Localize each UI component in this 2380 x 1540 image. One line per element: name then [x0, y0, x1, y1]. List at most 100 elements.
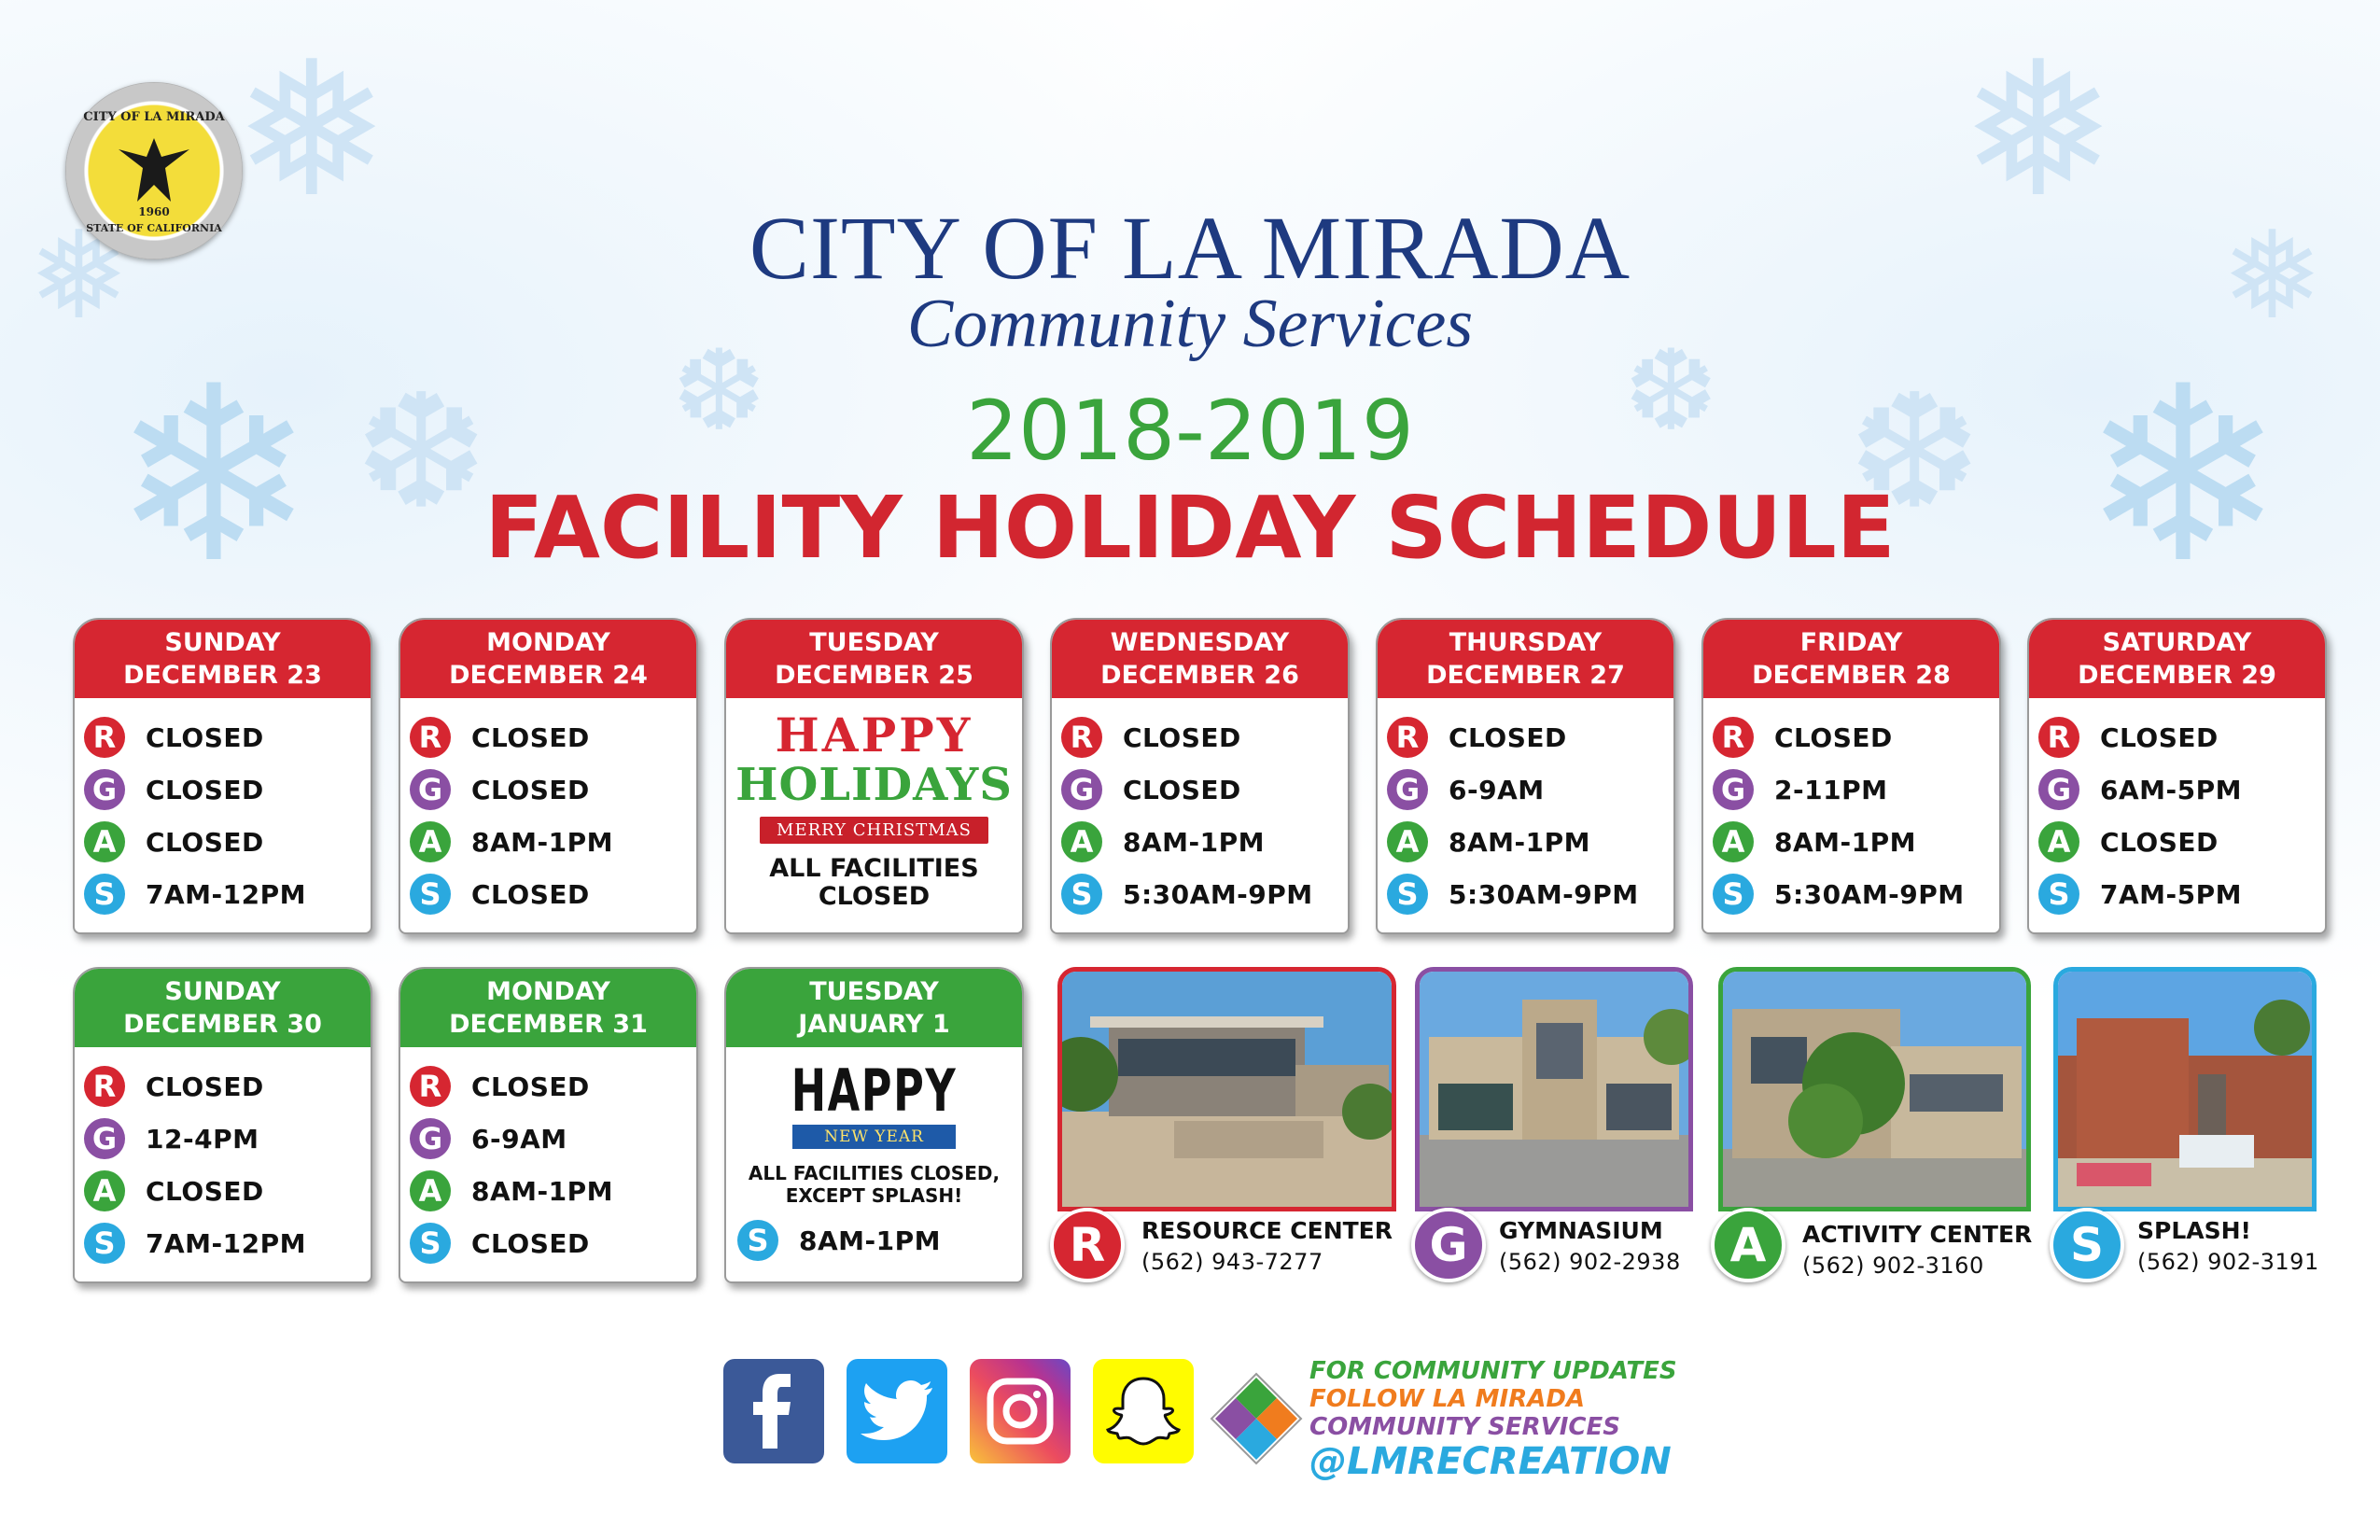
follow-line-2: FOLLOW LA MIRADA	[1309, 1385, 1586, 1413]
closed-notice: ALL FACILITIES CLOSED, EXCEPT SPLASH!	[748, 1162, 1001, 1207]
resource-center-badge: R	[410, 1066, 451, 1107]
day-name: SUNDAY	[164, 977, 281, 1006]
activity-hours: 8AM-1PM	[471, 1175, 614, 1207]
activity-hours: CLOSED	[146, 826, 264, 858]
activity-center-badge: A	[1711, 1208, 1785, 1282]
activity-hours: CLOSED	[146, 1175, 264, 1207]
gymnasium-hours: 6-9AM	[471, 1123, 567, 1155]
day-date: DECEMBER 27	[1426, 661, 1625, 690]
activity-center-badge: A	[2038, 821, 2079, 862]
seal-bottom-text: STATE OF CALIFORNIA	[86, 222, 222, 234]
schedule-years: 2018-2019	[966, 383, 1414, 479]
day-name: MONDAY	[486, 628, 610, 657]
gymnasium-hours: CLOSED	[471, 774, 590, 805]
resource-hours: CLOSED	[2100, 721, 2219, 753]
resource-center-badge: R	[1713, 717, 1754, 758]
day-card-new-year: TUESDAY JANUARY 1 HAPPY NEW YEAR ALL FACI…	[724, 967, 1024, 1283]
splash-hours: CLOSED	[471, 1227, 590, 1259]
snowflake-icon: ❅	[233, 21, 390, 239]
resource-hours: CLOSED	[471, 1071, 590, 1102]
activity-hours: 8AM-1PM	[1774, 826, 1917, 858]
gymnasium-badge: G	[410, 1118, 451, 1159]
gymnasium-hours: 6-9AM	[1449, 774, 1545, 805]
facility-phone: (562) 902-3191	[2137, 1249, 2319, 1275]
splash-hours: 5:30AM-9PM	[1449, 878, 1639, 910]
facility-name: ACTIVITY CENTER	[1802, 1221, 2033, 1248]
resource-center-badge: R	[1387, 717, 1428, 758]
gymnasium-badge: G	[1061, 769, 1102, 810]
activity-hours: 8AM-1PM	[1123, 826, 1266, 858]
facility-name: SPLASH!	[2137, 1217, 2251, 1244]
resource-hours: CLOSED	[146, 721, 264, 753]
day-date: DECEMBER 24	[449, 661, 648, 690]
splash-hours: 5:30AM-9PM	[1123, 878, 1313, 910]
splash-badge: S	[84, 874, 125, 915]
facility-resource-center: R RESOURCE CENTER (562) 943-7277	[1050, 967, 1403, 1284]
day-date: DECEMBER 29	[2078, 661, 2276, 690]
splash-badge: S	[410, 1223, 451, 1264]
snapchat-icon[interactable]	[1093, 1359, 1194, 1463]
day-name: WEDNESDAY	[1110, 628, 1290, 657]
gymnasium-hours: 6AM-5PM	[2100, 774, 2243, 805]
facility-name: RESOURCE CENTER	[1141, 1217, 1393, 1244]
day-card: WEDNESDAY DECEMBER 26 R CLOSED G CLOSED A 8A…	[1050, 618, 1350, 934]
facility-phone: (562) 943-7277	[1141, 1249, 1323, 1275]
splash-hours: 7AM-12PM	[146, 878, 306, 910]
day-card: MONDAY DECEMBER 31 R CLOSED G 6-9AM A 8AM-1P…	[399, 967, 698, 1283]
seal-year: 1960	[138, 205, 170, 218]
activity-center-badge: A	[1387, 821, 1428, 862]
snowflake-icon: ❅	[2221, 204, 2323, 346]
facility-gymnasium: G GYMNASIUM (562) 902-2938	[1411, 967, 1695, 1284]
day-card: SUNDAY DECEMBER 30 R CLOSED G 12-4PM A CLOSE…	[73, 967, 372, 1283]
day-date: DECEMBER 26	[1100, 661, 1299, 690]
facility-phone: (562) 902-3160	[1802, 1253, 1984, 1279]
activity-center-badge: A	[1061, 821, 1102, 862]
activity-center-badge: A	[1713, 821, 1754, 862]
twitter-icon[interactable]	[847, 1359, 947, 1463]
resource-hours: CLOSED	[1774, 721, 1893, 753]
gymnasium-photo	[1415, 967, 1693, 1211]
splash-badge: S	[410, 874, 451, 915]
splash-badge: S	[1387, 874, 1428, 915]
day-name: FRIDAY	[1799, 628, 1903, 657]
seal-top-text: CITY OF LA MIRADA	[83, 110, 225, 124]
day-date: DECEMBER 23	[123, 661, 322, 690]
gymnasium-badge: G	[410, 769, 451, 810]
resource-hours: CLOSED	[1123, 721, 1241, 753]
day-card-christmas: TUESDAY DECEMBER 25 HAPPY HOLIDAYS MERRY …	[724, 618, 1024, 934]
day-date: DECEMBER 31	[449, 1010, 648, 1039]
snowflake-icon: ❆	[672, 327, 766, 456]
activity-center-badge: A	[84, 1170, 125, 1211]
activity-hours: 8AM-1PM	[471, 826, 614, 858]
happy-text: HAPPY	[775, 707, 973, 763]
resource-center-badge: R	[1061, 717, 1102, 758]
snowflake-icon: ❆	[1624, 327, 1718, 456]
day-date: DECEMBER 30	[123, 1010, 322, 1039]
city-seal-logo: CITY OF LA MIRADA 1960 STATE OF CALIFORN…	[65, 82, 243, 259]
facility-name: GYMNASIUM	[1499, 1217, 1663, 1244]
activity-center-badge: A	[410, 1170, 451, 1211]
facility-activity-center: A ACTIVITY CENTER (562) 902-3160	[1711, 967, 2036, 1284]
resource-center-photo	[1057, 967, 1396, 1211]
day-name: TUESDAY	[809, 628, 939, 657]
activity-hours: CLOSED	[2100, 826, 2219, 858]
day-date: DECEMBER 28	[1752, 661, 1951, 690]
splash-hours: 5:30AM-9PM	[1774, 878, 1965, 910]
resource-center-badge: R	[410, 717, 451, 758]
happy-text: HAPPY	[791, 1057, 958, 1125]
schedule-title: FACILITY HOLIDAY SCHEDULE	[484, 478, 1896, 578]
recreation-logo	[1210, 1372, 1303, 1465]
gymnasium-hours: CLOSED	[1123, 774, 1241, 805]
gymnasium-hours: 2-11PM	[1774, 774, 1888, 805]
day-card: SATURDAY DECEMBER 29 R CLOSED G 6AM-5PM A CL…	[2027, 618, 2327, 934]
follow-line-1: FOR COMMUNITY UPDATES	[1309, 1357, 1677, 1385]
snowflake-icon: ❅	[1960, 21, 2117, 239]
facility-splash: S SPLASH! (562) 902-3191	[2050, 967, 2333, 1284]
closed-notice: ALL FACILITIES CLOSED	[769, 854, 979, 911]
gymnasium-badge: G	[1713, 769, 1754, 810]
instagram-icon[interactable]	[970, 1359, 1071, 1463]
splash-hours: 8AM-1PM	[799, 1225, 942, 1256]
facebook-icon[interactable]	[723, 1359, 824, 1463]
social-handle[interactable]: @LMRECREATION	[1309, 1440, 1672, 1483]
splash-hours: CLOSED	[471, 878, 590, 910]
